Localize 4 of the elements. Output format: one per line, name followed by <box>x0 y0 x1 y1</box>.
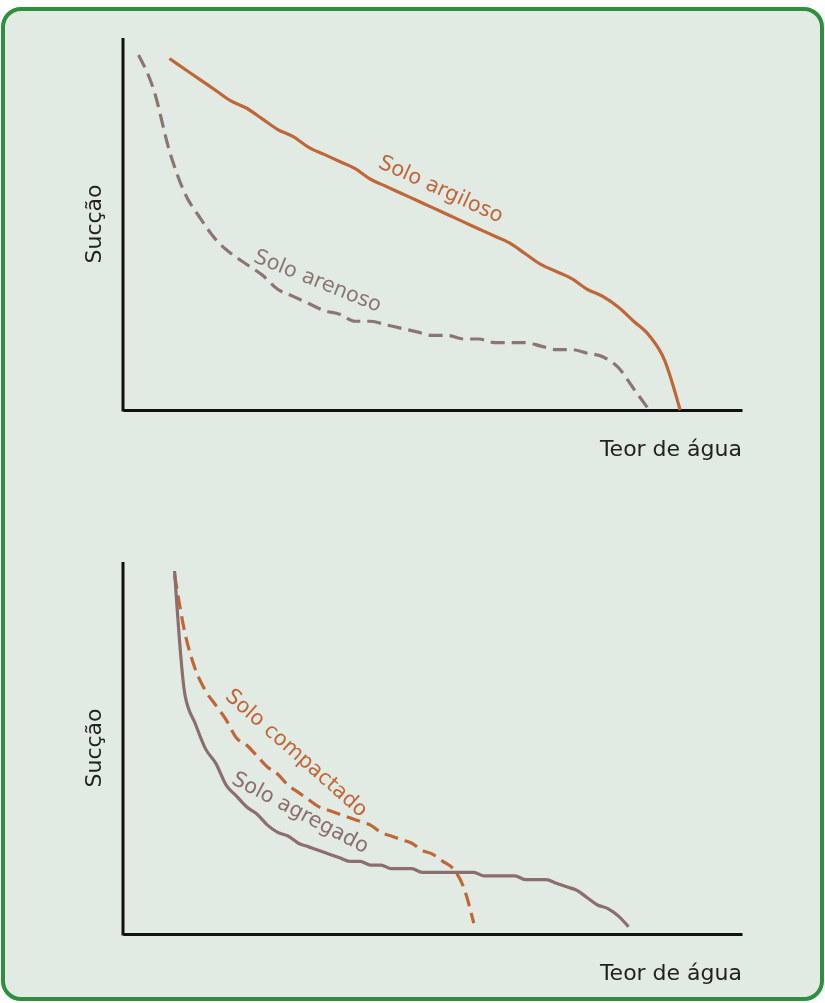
x-axis-title: Teor de água <box>598 960 742 985</box>
x-axis-title: Teor de água <box>598 436 742 461</box>
y-axis-title: Sucção <box>81 184 106 264</box>
y-axis-title: Sucção <box>81 708 106 788</box>
